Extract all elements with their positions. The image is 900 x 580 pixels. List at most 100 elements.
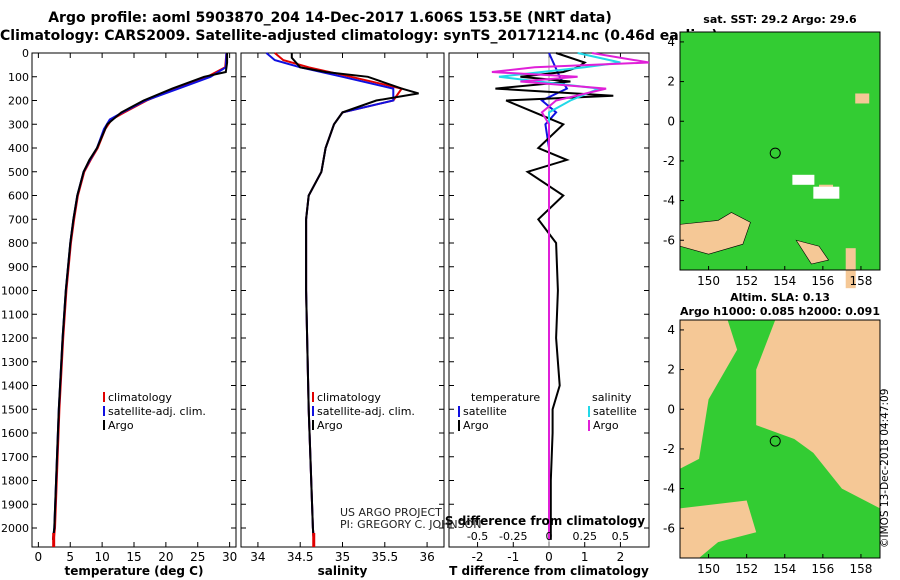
- map-x-tick-label-top: 156: [811, 274, 834, 288]
- y-tick-label: 1200: [1, 332, 29, 345]
- x2-axis-label: S difference from climatology: [445, 514, 645, 528]
- series-line-salinity-climatology: [274, 52, 404, 540]
- legend-label-difference: satellite: [593, 405, 637, 418]
- chart-title-line-2: Climatology: CARS2009. Satellite-adjuste…: [0, 28, 718, 44]
- map-y-tick-label-top: -2: [663, 154, 675, 168]
- land-sla-low-nw: [680, 320, 738, 469]
- y-tick-label: 1900: [1, 498, 29, 511]
- land-patch: [855, 93, 870, 104]
- x2-tick-label: 0.25: [572, 530, 597, 543]
- legend-label-temperature: climatology: [108, 391, 172, 404]
- x-axis-label-salinity: salinity: [318, 564, 368, 578]
- x-tick-label-temperature: 30: [222, 550, 237, 564]
- map-y-tick-label-top: 2: [667, 75, 675, 89]
- legend-label-temperature: Argo: [108, 419, 134, 432]
- legend-label-temperature: satellite-adj. clim.: [108, 405, 206, 418]
- map-x-tick-label-bottom: 154: [773, 562, 796, 576]
- x-tick-label-difference: -1: [507, 550, 519, 564]
- x-tick-label-temperature: 20: [158, 550, 173, 564]
- legend-label-difference: Argo: [463, 419, 489, 432]
- watermark-line-2: PI: GREGORY C. JOHNSON: [340, 518, 482, 531]
- y-tick-label: 1300: [1, 356, 29, 369]
- y-tick-label: 400: [8, 142, 29, 155]
- cloud-patch: [792, 174, 815, 185]
- y-tick-label: 1100: [1, 308, 29, 321]
- map-y-tick-label-top: 0: [667, 114, 675, 128]
- map-x-tick-label-bottom: 156: [811, 562, 834, 576]
- x-tick-label-salinity: 36: [419, 550, 434, 564]
- map-x-tick-label-bottom: 152: [735, 562, 758, 576]
- map-y-tick-label-top: -6: [663, 233, 675, 247]
- y-tick-label: 1500: [1, 403, 29, 416]
- map-top-label: sat. SST: 29.2 Argo: 29.6: [703, 13, 857, 26]
- x-tick-label-difference: 0: [545, 550, 553, 564]
- series-line-difference-temperature-argo: [495, 52, 614, 540]
- x-axis-label-temperature: temperature (deg C): [65, 564, 204, 578]
- land-sla-low-ne: [756, 320, 880, 509]
- land-patch: [845, 248, 856, 289]
- x-tick-label-difference: -2: [472, 550, 484, 564]
- y-tick-label: 2000: [1, 522, 29, 535]
- legend-title-temperature: temperature: [471, 391, 540, 404]
- map-frame-bottom: [679, 319, 881, 559]
- map-y-tick-label-bottom: -6: [663, 521, 675, 535]
- series-line-temperature-argo: [52, 53, 229, 541]
- series-line-temperature-satellite-adj-clim-: [52, 52, 228, 541]
- legend-label-salinity: climatology: [317, 391, 381, 404]
- map-x-tick-label-top: 154: [773, 274, 796, 288]
- watermark-line-1: US ARGO PROJECT: [340, 506, 442, 519]
- x2-tick-label: -0.5: [467, 530, 488, 543]
- series-line-temperature-climatology: [52, 52, 228, 541]
- map-x-tick-label-top: 150: [697, 274, 720, 288]
- y-tick-label: 1000: [1, 285, 29, 298]
- x-tick-label-temperature: 5: [66, 550, 74, 564]
- y-tick-label: 1700: [1, 451, 29, 464]
- x-axis-label-difference: T difference from climatology: [449, 564, 649, 578]
- x-tick-label-difference: 1: [581, 550, 589, 564]
- y-tick-label: 1400: [1, 380, 29, 393]
- map-y-tick-label-bottom: 4: [667, 323, 675, 337]
- series-line-salinity-satellite-adj-clim-: [265, 52, 395, 540]
- land-new-britain: [679, 212, 751, 255]
- land-bougainville: [795, 239, 830, 265]
- map-y-tick-label-bottom: 2: [667, 363, 675, 377]
- map-y-tick-label-bottom: 0: [667, 402, 675, 416]
- legend-title-salinity: salinity: [592, 391, 632, 404]
- y-tick-label: 1600: [1, 427, 29, 440]
- x2-tick-label: 0.5: [612, 530, 630, 543]
- map-y-tick-label-bottom: -2: [663, 442, 675, 456]
- x-tick-label-salinity: 34: [250, 550, 265, 564]
- x2-tick-label: -0.25: [499, 530, 527, 543]
- land-sla-low-sw: [680, 500, 757, 558]
- map-y-tick-label-top: 4: [667, 35, 675, 49]
- y-tick-label: 800: [8, 237, 29, 250]
- legend-label-difference: satellite: [463, 405, 507, 418]
- series-line-salinity-argo: [290, 53, 419, 540]
- x-tick-label-salinity: 35.5: [371, 550, 398, 564]
- x-tick-label-difference: 2: [617, 550, 625, 564]
- x-tick-label-temperature: 25: [190, 550, 205, 564]
- legend-label-salinity: Argo: [317, 419, 343, 432]
- map-x-tick-label-top: 158: [849, 274, 872, 288]
- watermark: US ARGO PROJECT PI: GREGORY C. JOHNSON: [340, 507, 481, 531]
- map-x-tick-label-bottom: 158: [849, 562, 872, 576]
- legend-label-salinity: satellite-adj. clim.: [317, 405, 415, 418]
- argo-location-marker-bottom: [769, 435, 781, 447]
- x-tick-label-salinity: 35: [335, 550, 350, 564]
- x2-tick-label: 0: [546, 530, 553, 543]
- y-tick-label: 0: [22, 47, 29, 60]
- map-x-tick-label-bottom: 150: [697, 562, 720, 576]
- map-y-tick-label-bottom: -4: [663, 482, 675, 496]
- y-tick-label: 700: [8, 213, 29, 226]
- y-tick-label: 300: [8, 118, 29, 131]
- panel-frame-temperature: [31, 52, 237, 548]
- y-tick-label: 100: [8, 71, 29, 84]
- map-y-tick-label-top: -4: [663, 194, 675, 208]
- x-tick-label-temperature: 10: [94, 550, 109, 564]
- y-tick-label: 600: [8, 190, 29, 203]
- argo-location-marker-top: [769, 147, 781, 159]
- map-bottom-label-2: Argo h1000: 0.085 h2000: 0.091: [680, 305, 880, 318]
- credit-text: ©IMOS 13-Dec-2018 04:47:09: [879, 388, 891, 548]
- series-line-difference-salinity-satellite: [498, 52, 621, 540]
